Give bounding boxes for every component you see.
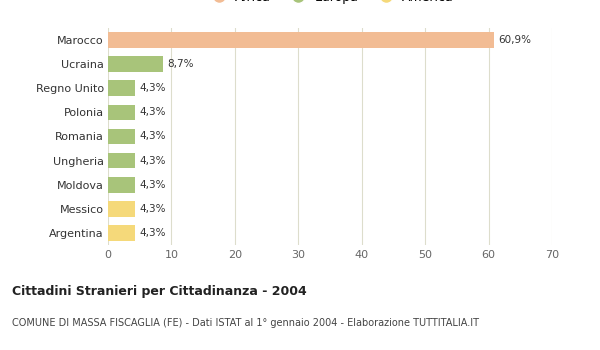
Text: 4,3%: 4,3%: [140, 180, 166, 190]
Bar: [108, 105, 135, 120]
Bar: [108, 201, 135, 217]
Bar: [108, 80, 135, 96]
Text: 4,3%: 4,3%: [140, 156, 166, 166]
Text: Cittadini Stranieri per Cittadinanza - 2004: Cittadini Stranieri per Cittadinanza - 2…: [12, 285, 307, 298]
Text: 8,7%: 8,7%: [167, 59, 194, 69]
Text: 4,3%: 4,3%: [140, 132, 166, 141]
Text: 4,3%: 4,3%: [140, 107, 166, 117]
Text: 4,3%: 4,3%: [140, 204, 166, 214]
Text: 60,9%: 60,9%: [499, 35, 532, 45]
Text: 4,3%: 4,3%: [140, 83, 166, 93]
Bar: [108, 129, 135, 144]
Bar: [108, 177, 135, 192]
Text: 4,3%: 4,3%: [140, 228, 166, 238]
Bar: [108, 225, 135, 241]
Legend: Africa, Europa, America: Africa, Europa, America: [206, 0, 454, 4]
Bar: [108, 32, 494, 48]
Bar: [108, 153, 135, 168]
Text: COMUNE DI MASSA FISCAGLIA (FE) - Dati ISTAT al 1° gennaio 2004 - Elaborazione TU: COMUNE DI MASSA FISCAGLIA (FE) - Dati IS…: [12, 318, 479, 329]
Bar: [108, 56, 163, 72]
